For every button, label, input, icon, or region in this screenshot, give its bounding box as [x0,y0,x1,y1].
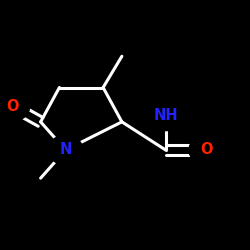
Ellipse shape [148,100,183,130]
Ellipse shape [48,135,83,165]
Text: N: N [60,142,72,158]
Text: O: O [6,99,19,114]
Text: O: O [200,142,212,158]
Text: NH: NH [153,108,178,123]
Ellipse shape [189,135,224,165]
Ellipse shape [0,91,30,121]
